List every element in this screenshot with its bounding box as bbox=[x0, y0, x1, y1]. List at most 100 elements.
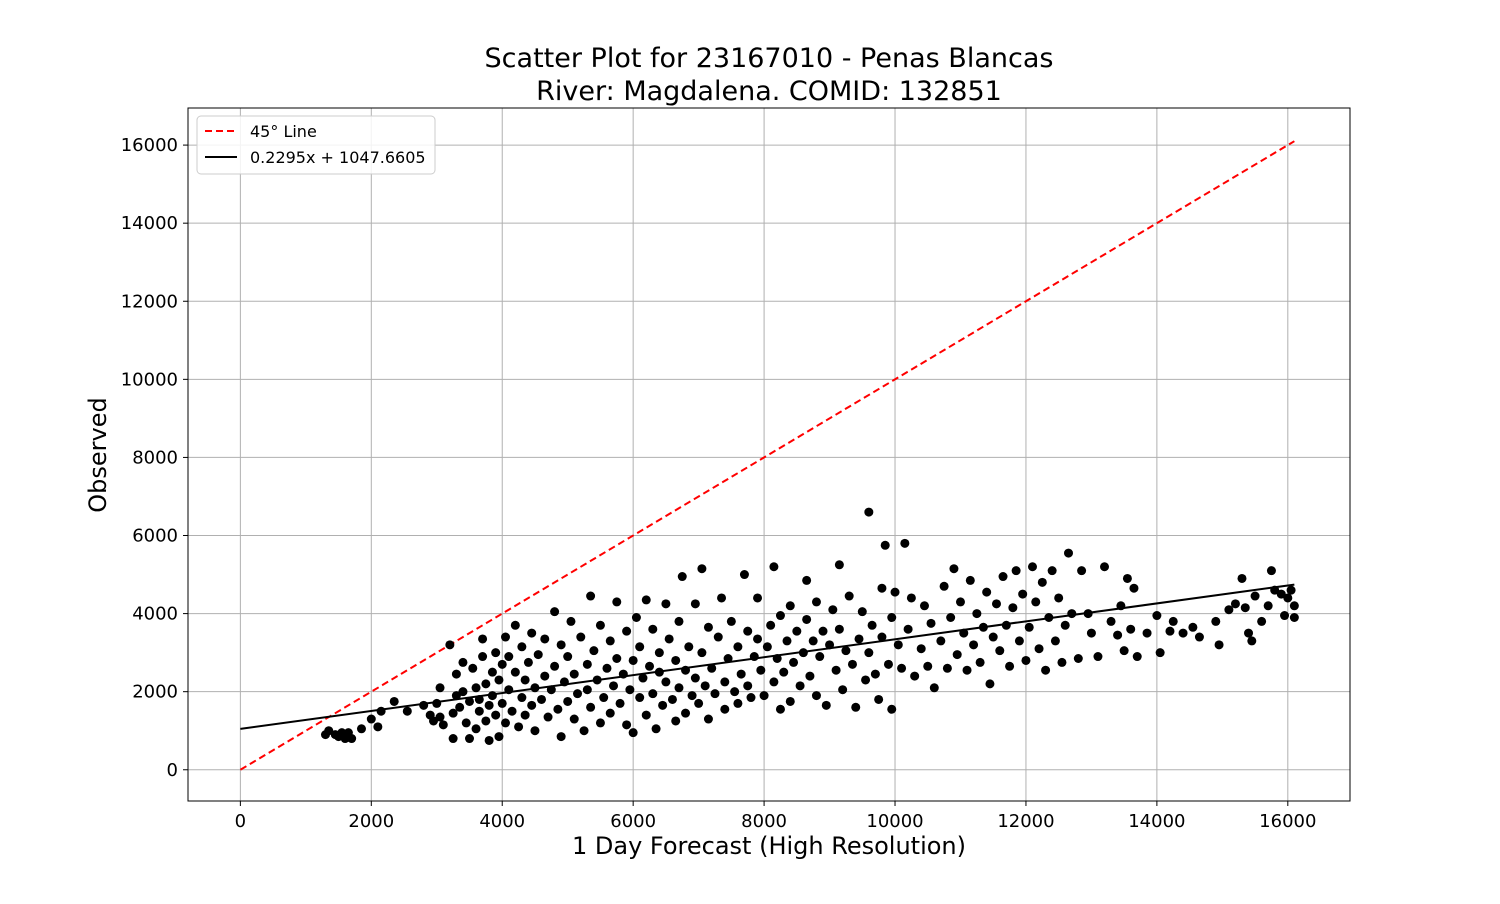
scatter-point bbox=[802, 614, 812, 624]
scatter-point bbox=[609, 681, 619, 691]
scatter-point bbox=[1165, 626, 1175, 636]
scatter-point bbox=[1230, 599, 1240, 609]
x-axis-label: 1 Day Forecast (High Resolution) bbox=[572, 832, 966, 860]
scatter-point bbox=[805, 671, 815, 681]
scatter-point bbox=[1247, 636, 1257, 646]
scatter-point bbox=[854, 634, 864, 644]
scatter-point bbox=[808, 636, 818, 646]
scatter-point bbox=[1168, 616, 1178, 626]
scatter-point bbox=[897, 663, 907, 673]
scatter-point bbox=[717, 593, 727, 603]
y-axis-label: Observed bbox=[84, 397, 112, 512]
scatter-point bbox=[448, 708, 458, 718]
scatter-point bbox=[592, 675, 602, 685]
scatter-point bbox=[530, 726, 540, 736]
scatter-point bbox=[841, 646, 851, 656]
scatter-point bbox=[625, 685, 635, 695]
scatter-point bbox=[1024, 622, 1034, 632]
scatter-point bbox=[573, 689, 583, 699]
scatter-point bbox=[569, 714, 579, 724]
scatter-point bbox=[733, 642, 743, 652]
scatter-point bbox=[955, 597, 965, 607]
scatter-point bbox=[1083, 609, 1093, 619]
scatter-point bbox=[1001, 620, 1011, 630]
x-tick-label: 14000 bbox=[1128, 811, 1185, 832]
scatter-point bbox=[690, 673, 700, 683]
scatter-point bbox=[1073, 653, 1083, 663]
scatter-point bbox=[697, 648, 707, 658]
scatter-point bbox=[635, 642, 645, 652]
scatter-point bbox=[530, 683, 540, 693]
scatter-point bbox=[586, 591, 596, 601]
scatter-point bbox=[510, 620, 520, 630]
scatter-point bbox=[582, 685, 592, 695]
scatter-point bbox=[936, 636, 946, 646]
scatter-point bbox=[566, 616, 576, 626]
scatter-point bbox=[448, 734, 458, 744]
scatter-point bbox=[1014, 636, 1024, 646]
scatter-point bbox=[1008, 603, 1018, 613]
scatter-point bbox=[464, 696, 474, 706]
scatter-point bbox=[821, 700, 831, 710]
scatter-point bbox=[622, 626, 632, 636]
scatter-point bbox=[694, 698, 704, 708]
scatter-point bbox=[419, 700, 429, 710]
scatter-point bbox=[916, 644, 926, 654]
scatter-point bbox=[455, 702, 465, 712]
scatter-point bbox=[1289, 601, 1299, 611]
scatter-point bbox=[831, 665, 841, 675]
scatter-point bbox=[903, 624, 913, 634]
scatter-point bbox=[880, 540, 890, 550]
scatter-point bbox=[347, 734, 357, 744]
scatter-point bbox=[890, 587, 900, 597]
scatter-point bbox=[615, 698, 625, 708]
scatter-point bbox=[720, 704, 730, 714]
scatter-point bbox=[661, 677, 671, 687]
scatter-point bbox=[468, 663, 478, 673]
scatter-point bbox=[507, 706, 517, 716]
scatter-point bbox=[1280, 611, 1290, 621]
scatter-point bbox=[874, 694, 884, 704]
scatter-point bbox=[612, 597, 622, 607]
y-tick-label: 12000 bbox=[121, 291, 178, 312]
scatter-points bbox=[320, 507, 1299, 745]
scatter-point bbox=[736, 669, 746, 679]
grid-lines bbox=[188, 108, 1350, 801]
scatter-point bbox=[746, 693, 756, 703]
scatter-point bbox=[471, 683, 481, 693]
scatter-point bbox=[962, 665, 972, 675]
scatter-point bbox=[857, 607, 867, 617]
scatter-point bbox=[645, 661, 655, 671]
scatter-point bbox=[1142, 628, 1152, 638]
scatter-point bbox=[1037, 577, 1047, 587]
scatter-point bbox=[1188, 622, 1198, 632]
scatter-point bbox=[481, 679, 491, 689]
scatter-point bbox=[648, 624, 658, 634]
scatter-point bbox=[1224, 605, 1234, 615]
scatter-point bbox=[1155, 648, 1165, 658]
scatter-point bbox=[681, 708, 691, 718]
scatter-point bbox=[324, 726, 334, 736]
y-tick-label: 10000 bbox=[121, 369, 178, 390]
scatter-point bbox=[703, 714, 713, 724]
scatter-point bbox=[671, 716, 681, 726]
scatter-point bbox=[589, 646, 599, 656]
scatter-point bbox=[753, 593, 763, 603]
x-tick-label: 0 bbox=[235, 811, 246, 832]
scatter-point bbox=[458, 657, 468, 667]
scatter-point bbox=[942, 663, 952, 673]
scatter-point bbox=[995, 646, 1005, 656]
scatter-point bbox=[785, 601, 795, 611]
scatter-point bbox=[910, 671, 920, 681]
scatter-point bbox=[389, 696, 399, 706]
scatter-point bbox=[707, 663, 717, 673]
scatter-point bbox=[605, 636, 615, 646]
scatter-point bbox=[710, 689, 720, 699]
scatter-point bbox=[451, 691, 461, 701]
scatter-point bbox=[641, 595, 651, 605]
scatter-point bbox=[612, 653, 622, 663]
scatter-point bbox=[775, 704, 785, 714]
scatter-point bbox=[949, 564, 959, 574]
scatter-point bbox=[762, 642, 772, 652]
scatter-point bbox=[1044, 613, 1054, 623]
